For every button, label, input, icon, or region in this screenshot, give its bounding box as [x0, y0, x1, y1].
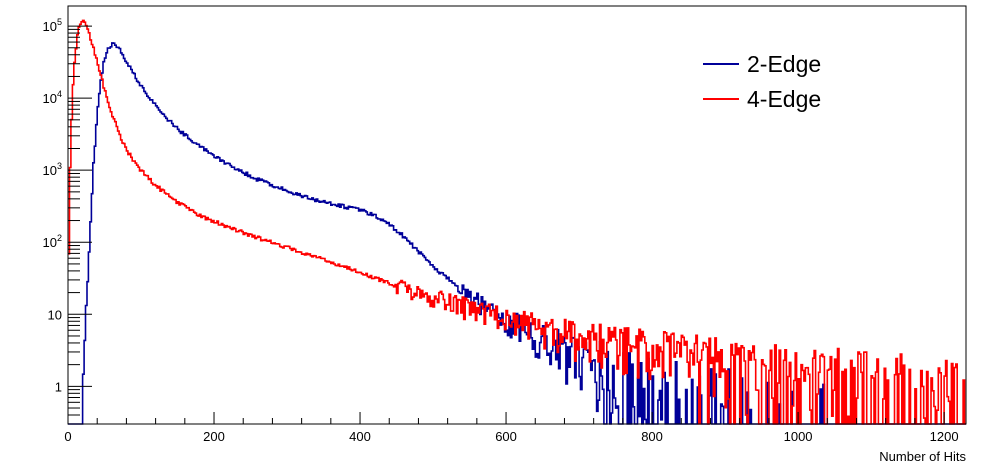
y-tick-label: 103: [43, 161, 62, 178]
legend-label-2-edge: 2-Edge: [747, 51, 821, 77]
y-tick-label: 105: [43, 17, 62, 34]
series-line-4-edge: [68, 19, 966, 425]
axis-layer: 0 200 400 600 800 1000 1200 1 10 102 103 104 105: [43, 17, 959, 444]
x-tick-label: 400: [349, 429, 371, 444]
plot-frame: [67, 5, 967, 425]
x-tick-label: 200: [203, 429, 225, 444]
legend: 2-Edge 4-Edge: [703, 51, 821, 112]
y-tick-label: 10: [48, 307, 62, 322]
x-tick-label: 600: [495, 429, 517, 444]
x-axis-title: Number of Hits: [879, 449, 966, 464]
x-tick-label: 800: [641, 429, 663, 444]
legend-label-4-edge: 4-Edge: [747, 86, 821, 112]
y-tick-label: 1: [55, 379, 62, 394]
x-tick-label: 1000: [784, 429, 813, 444]
x-tick-label: 1200: [930, 429, 959, 444]
x-tick-label: 0: [64, 429, 71, 444]
y-tick-label: 104: [43, 89, 62, 106]
y-tick-label: 102: [43, 233, 62, 250]
